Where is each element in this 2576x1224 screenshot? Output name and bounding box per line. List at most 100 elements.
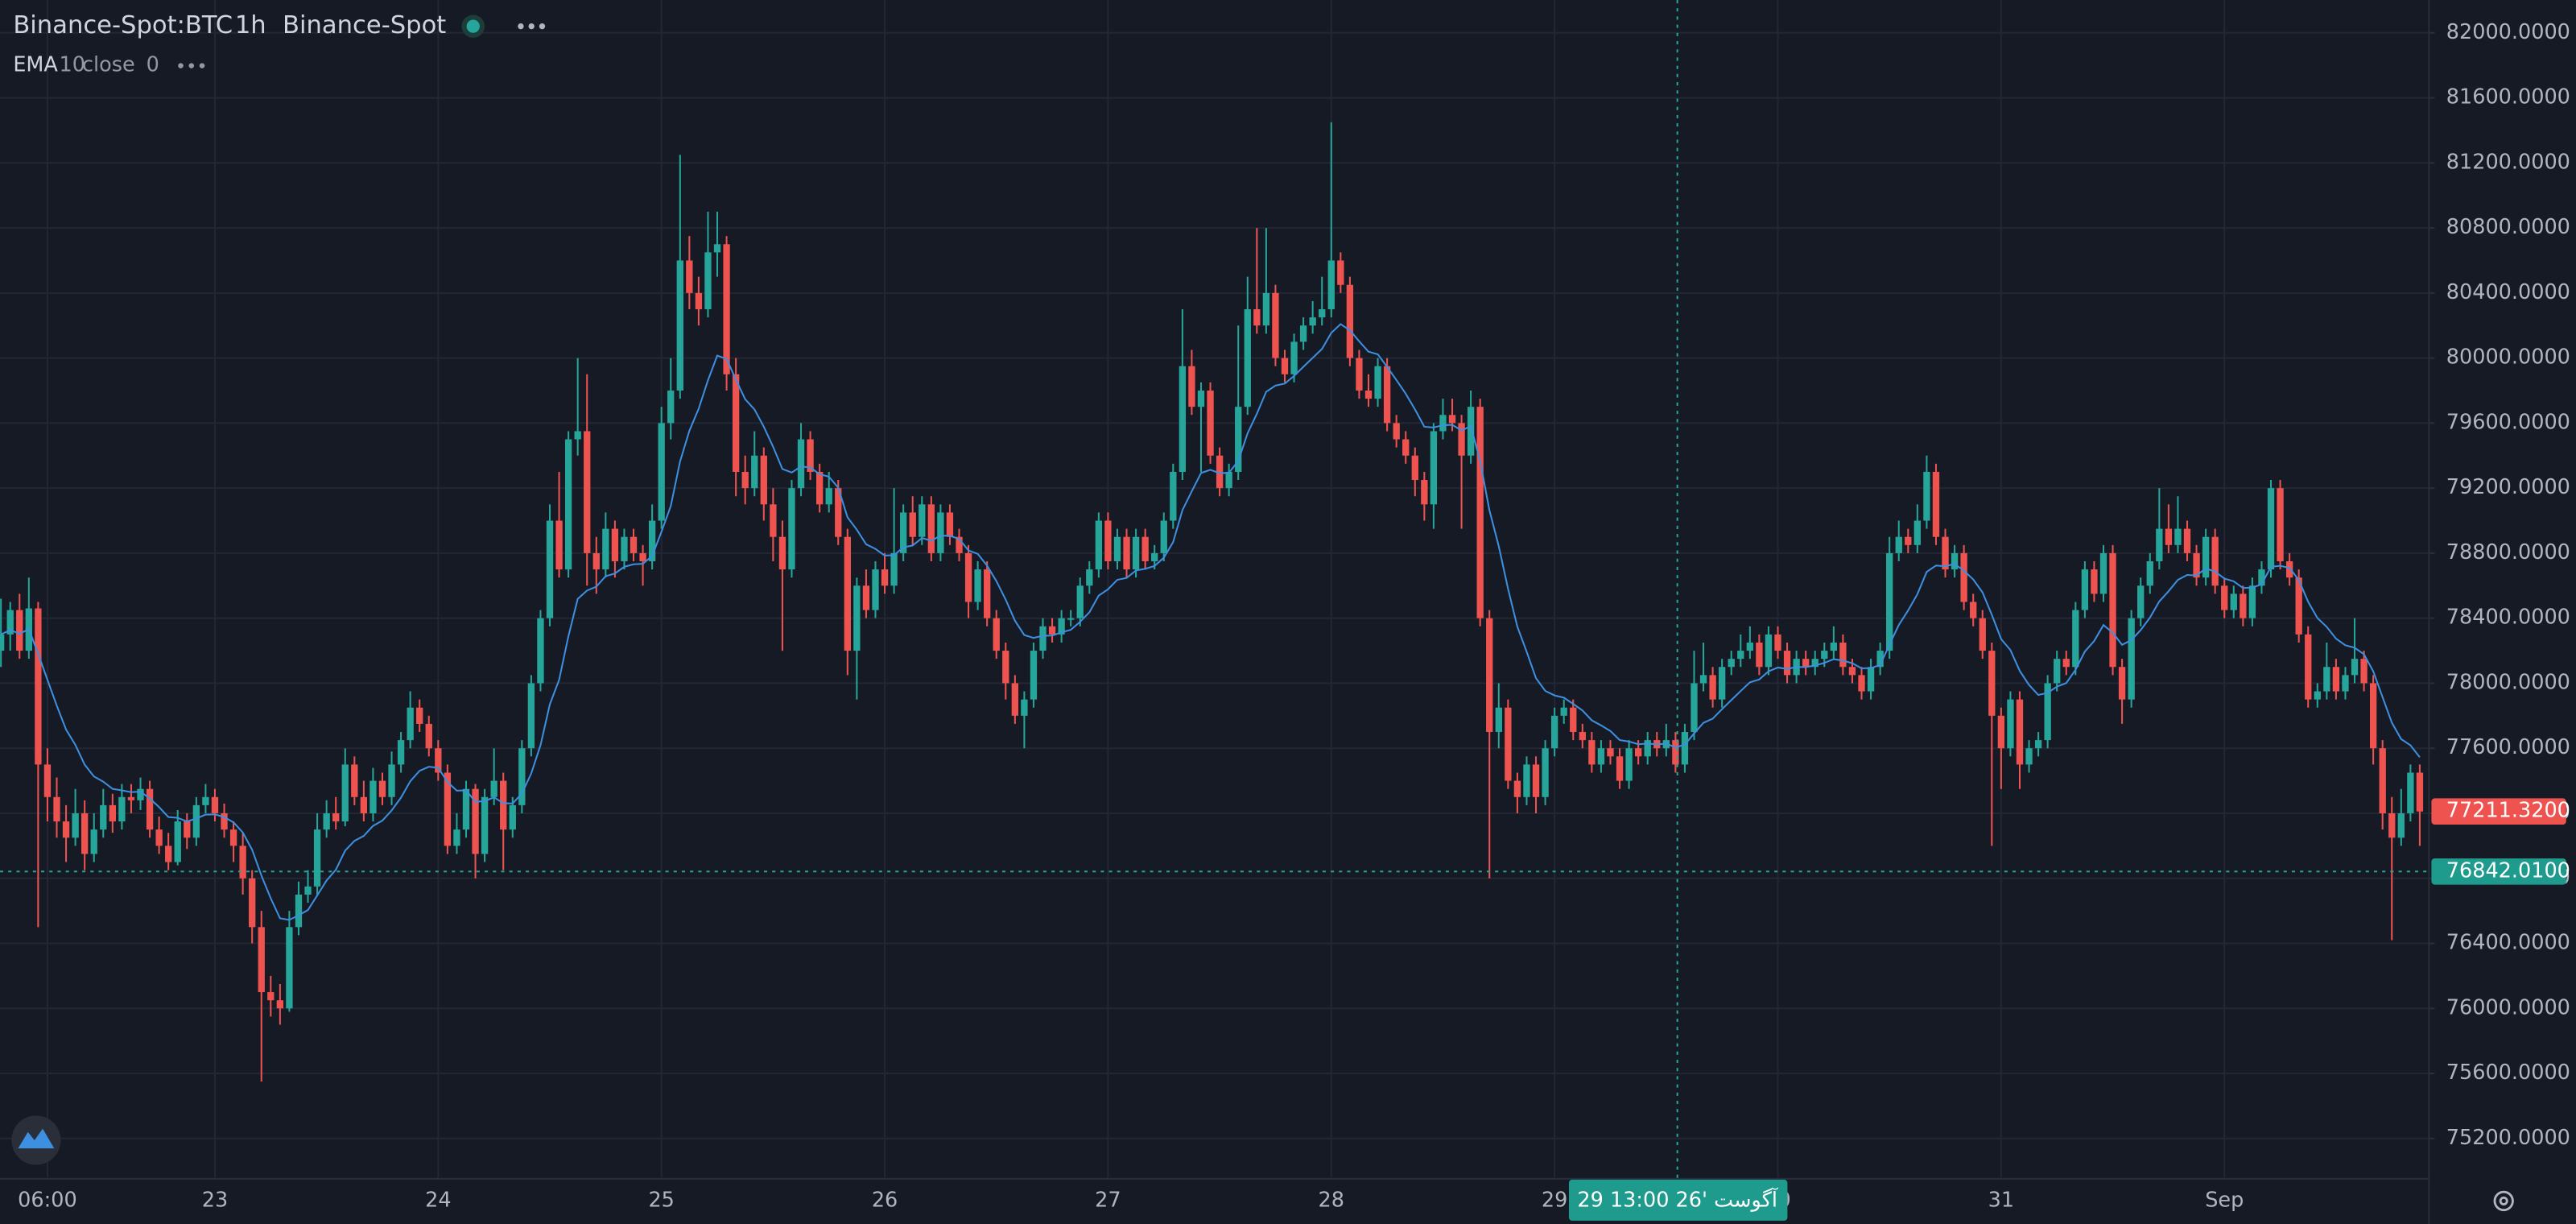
candle-body	[211, 796, 219, 813]
candle-body	[676, 260, 683, 391]
indicator-name[interactable]: EMA	[13, 53, 58, 77]
candle-body	[481, 796, 489, 854]
x-tick-label: 06:00	[18, 1188, 77, 1212]
candle-body	[1588, 740, 1596, 765]
candle-body	[35, 608, 42, 765]
candle-body	[1374, 366, 1381, 399]
crosshair-time-label: 29 آگوست '26 13:00	[1577, 1187, 1778, 1212]
candle-body	[564, 439, 572, 570]
candle-body	[1327, 260, 1335, 310]
x-tick-label: 25	[648, 1188, 674, 1212]
candle-body	[639, 552, 646, 562]
candle-body	[202, 796, 209, 805]
candle-body	[276, 1000, 284, 1009]
candle-body	[2305, 634, 2312, 700]
candle-body	[1030, 651, 1038, 700]
candle-body	[2248, 585, 2256, 618]
candle-body	[1932, 471, 1940, 537]
candle-body	[1979, 618, 1986, 651]
candle-body	[229, 829, 237, 846]
candle-body	[807, 439, 814, 472]
candle-body	[1913, 520, 1922, 545]
candle-body	[1253, 309, 1261, 326]
price-axis	[2428, 0, 2576, 1224]
ema-line	[0, 323, 2421, 921]
candle-body	[2137, 585, 2145, 618]
y-tick-label: 75600.0000	[2446, 1061, 2570, 1085]
candle-body	[1997, 715, 2005, 749]
candle-body	[1421, 480, 1428, 505]
candle-body	[2128, 618, 2135, 700]
candle-body	[2397, 813, 2405, 838]
candle-body	[1848, 667, 1856, 676]
candle-body	[527, 683, 535, 749]
candle-body	[2351, 659, 2359, 676]
indicator-offset: 0	[147, 53, 159, 77]
indicator-period: 10	[59, 53, 85, 77]
candle-body	[1458, 423, 1465, 456]
candle-body	[1132, 536, 1140, 570]
indicator-menu[interactable]	[178, 63, 205, 68]
candle-body	[1160, 520, 1167, 553]
candle-body	[1644, 740, 1651, 757]
interval[interactable]: 1h	[235, 11, 266, 39]
candle-body	[537, 618, 544, 684]
candle-body	[453, 829, 460, 846]
candle-body	[43, 764, 52, 797]
candle-body	[2109, 552, 2116, 668]
candle-body	[360, 796, 368, 813]
candle-body	[118, 796, 126, 822]
candle-body	[1188, 366, 1195, 407]
candle-body	[881, 569, 889, 586]
y-tick-label: 81200.0000	[2446, 150, 2570, 174]
candle-body	[1309, 317, 1316, 326]
exchange[interactable]: Binance-Spot	[283, 11, 446, 39]
symbol[interactable]: Binance-Spot:BTC	[13, 11, 233, 39]
candle-body	[1895, 536, 1902, 553]
candle-body	[165, 846, 172, 862]
candle-body	[407, 707, 414, 741]
candle-body	[146, 788, 154, 830]
more-menu[interactable]	[518, 23, 546, 30]
candle-body	[2407, 772, 2414, 813]
candle-body	[2221, 585, 2228, 610]
candle-body	[1179, 366, 1187, 472]
candle-body	[1550, 715, 1558, 749]
candle-body	[2295, 577, 2302, 635]
candle-body	[249, 878, 256, 928]
candle-body	[1235, 407, 1242, 472]
candle-body	[1207, 390, 1214, 456]
candle-body	[946, 512, 954, 537]
candle-body	[1448, 415, 1456, 424]
candle-body	[81, 813, 89, 854]
candle-body	[184, 821, 191, 838]
y-tick-label: 79600.0000	[2446, 410, 2570, 434]
candle-body	[2193, 552, 2200, 578]
candle-body	[1002, 651, 1009, 684]
x-tick-label: 24	[425, 1188, 451, 1212]
candle-body	[2360, 659, 2368, 684]
candle-body	[16, 610, 23, 651]
candle-body	[1672, 740, 1679, 765]
candle-body	[778, 536, 786, 570]
candle-body	[2258, 569, 2265, 586]
candle-body	[1513, 780, 1521, 797]
candle-body	[1346, 284, 1354, 358]
grid	[0, 0, 2429, 1178]
candle-body	[686, 260, 693, 293]
x-tick-label: 27	[1095, 1188, 1121, 1212]
candle-body	[723, 244, 730, 374]
candle-body	[1393, 423, 1400, 440]
candle-body	[518, 748, 526, 805]
candle-body	[2202, 536, 2210, 578]
candle-body	[286, 927, 293, 1009]
x-tick-label: 23	[202, 1188, 228, 1212]
candle-body	[388, 764, 395, 797]
candle-body	[611, 528, 619, 562]
settings-gear[interactable]	[2493, 1190, 2514, 1212]
candle-body	[1960, 552, 1967, 602]
logo[interactable]	[11, 1115, 61, 1165]
candle-body	[109, 804, 116, 822]
